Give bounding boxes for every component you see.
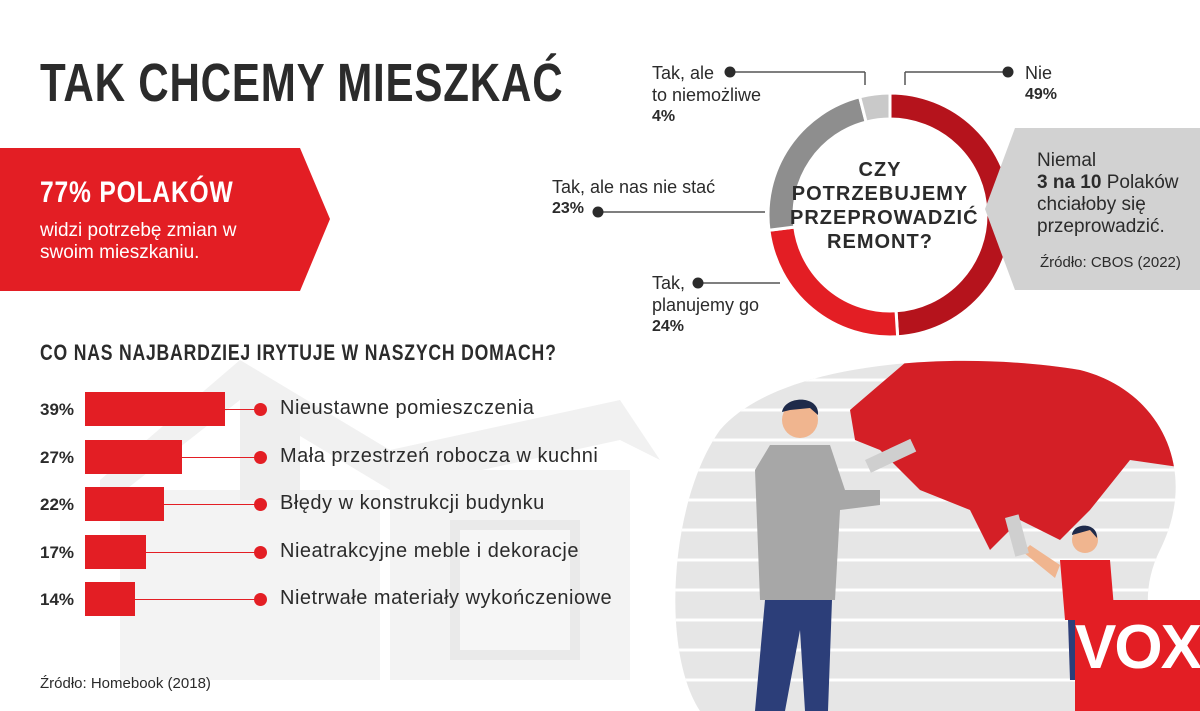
house-background-illustration [100, 360, 660, 680]
irritations-bar-chart: 39% Nieustawne pomieszczenia 27% Mała przes… [0, 390, 660, 630]
bar-value-label: 14% [40, 590, 75, 609]
bar-row: 39% Nieustawne pomieszczenia [0, 390, 660, 430]
bar-row: 17% Nieatrakcyjne meble i dekoracje [0, 533, 660, 573]
highlight-banner [0, 148, 330, 291]
bar-row: 22% Błędy w konstrukcji budynku [0, 485, 660, 525]
vox-logo [1075, 600, 1200, 711]
bar [85, 487, 164, 521]
bar [85, 439, 182, 474]
bar-bullet [254, 545, 267, 559]
donut-label-planujemy: Tak, planujemy go 24% [652, 272, 759, 338]
side-note-box [985, 128, 1200, 290]
side-note-rest: Polaków chciałoby się przeprowadzić. [1037, 172, 1179, 237]
side-note-line1: Niemal [1037, 150, 1097, 171]
donut-label-value: 23% [552, 200, 585, 217]
side-note-text: Niemal 3 na 10 Polaków chciałoby się prz… [1037, 150, 1197, 238]
donut-slice [857, 91, 892, 124]
bar [85, 534, 147, 569]
bar-chart-heading: CO NAS NAJBARDZIEJ IRYTUJE W NASZYCH DOM… [40, 340, 557, 365]
bar-value-label: 27% [40, 447, 75, 467]
side-note-highlight: 3 na 10 [1037, 172, 1102, 193]
bar-category-label: Nietrwałe materiały wykończeniowe [280, 587, 613, 609]
bar-category-label: Mała przestrzeń robocza w kuchni [280, 444, 599, 467]
bar-row: 14% Nietrwałe materiały wykończeniowe [0, 580, 660, 620]
donut-label-text: to niemożliwe [652, 85, 762, 105]
donut-label-value: 24% [652, 318, 685, 335]
banner-subtext: widzi potrzebę zmian w swoim mieszkaniu. [40, 220, 237, 263]
donut-label-value: 4% [652, 108, 676, 125]
bar [85, 582, 136, 616]
donut-label-text: Tak, [652, 273, 686, 293]
bar-bullet [254, 450, 267, 464]
bar-bullet [254, 498, 267, 511]
donut-label-niemozliwe: Tak, ale to niemożliwe 4% [652, 62, 761, 128]
vox-logo-text: VOX [1075, 613, 1200, 682]
bar-leader-line [181, 456, 258, 458]
renovation-donut-chart [766, 91, 1014, 339]
bar-leader-line [163, 504, 258, 505]
donut-label-text: Tak, ale nas nie stać [552, 177, 716, 197]
bar-bullet [254, 593, 267, 606]
donut-center-line: REMONT? [827, 231, 933, 253]
bar-value-label: 39% [40, 400, 75, 419]
bar-value-label: 17% [40, 542, 75, 562]
donut-center-line: PRZEPROWADZIĆ [790, 207, 979, 229]
donut-label-text: Nie [1025, 63, 1053, 83]
donut-label-nie-stac: Tak, ale nas nie stać 23% [552, 176, 715, 220]
bar-chart-source: Źródło: Homebook (2018) [40, 675, 211, 692]
donut-label-text: planujemy go [652, 295, 760, 315]
bar-row: 27% Mała przestrzeń robocza w kuchni [0, 438, 660, 478]
bar-value-label: 22% [40, 495, 75, 514]
bar [85, 392, 225, 426]
donut-label-text: Tak, ale [652, 63, 715, 83]
page-title: TAK CHCEMY MIESZKAĆ [40, 53, 564, 113]
bar-category-label: Nieustawne pomieszczenia [280, 397, 535, 419]
donut-label-nie: Nie 49% [1025, 62, 1057, 106]
bar-bullet [254, 403, 267, 416]
donut-center-line: POTRZEBUJEMY [791, 183, 969, 205]
bar-leader-line [146, 551, 258, 553]
bar-category-label: Błędy w konstrukcji budynku [280, 492, 545, 514]
side-note-source: Źródło: CBOS (2022) [1040, 254, 1181, 271]
bar-leader-line [225, 409, 258, 410]
bar-leader-line [135, 599, 258, 600]
donut-center-line: CZY [858, 159, 902, 181]
donut-leader-lines [592, 66, 1014, 289]
donut-center-question: CZY POTRZEBUJEMY PRZEPROWADZIĆ REMONT? [790, 158, 979, 254]
bar-category-label: Nieatrakcyjne meble i dekoracje [280, 539, 579, 562]
banner-headline: 77% POLAKÓW [40, 176, 234, 209]
donut-label-value: 49% [1025, 86, 1058, 103]
